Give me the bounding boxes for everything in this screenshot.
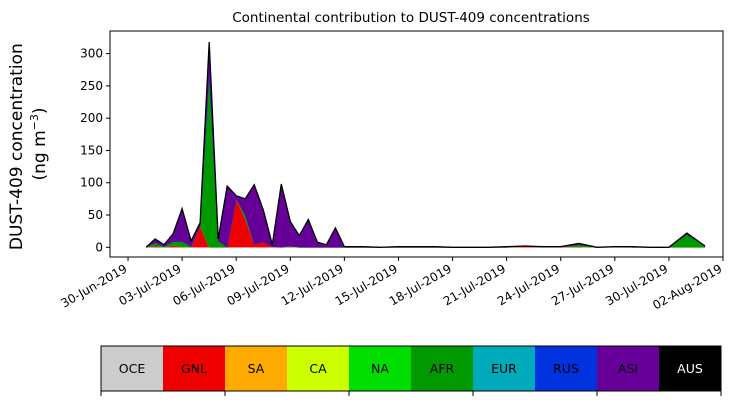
area-layers bbox=[145, 41, 706, 248]
legend-label-rus: RUS bbox=[553, 361, 579, 376]
legend-frame bbox=[100, 345, 722, 392]
y-tick-label: 250 bbox=[80, 79, 103, 93]
y-axis-label: DUST-409 concentration (ng m−3) bbox=[7, 38, 50, 250]
y-axis-label-line2: (ng m−3) bbox=[28, 107, 50, 180]
legend-colorbar: OCE GNL SA CA NA AFR EUR RUS ASI AUS bbox=[100, 345, 722, 396]
legend-label-ca: CA bbox=[309, 361, 327, 376]
legend-swatch-rus bbox=[535, 346, 597, 391]
y-axis: 0 50 100 150 200 250 300 bbox=[80, 47, 110, 254]
y-axis-label-close: ) bbox=[30, 107, 50, 114]
total-outline bbox=[145, 41, 706, 248]
y-axis-label-line1: DUST-409 concentration bbox=[7, 43, 27, 250]
legend-label-aus: AUS bbox=[677, 361, 703, 376]
area-asi bbox=[145, 41, 706, 248]
legend-swatch-asi bbox=[597, 346, 659, 391]
y-tick-label: 300 bbox=[80, 47, 103, 61]
legend-label-oce: OCE bbox=[119, 361, 146, 376]
legend-swatch-afr bbox=[411, 346, 473, 391]
y-tick-label: 100 bbox=[80, 176, 103, 190]
legend-swatch-gnl bbox=[163, 346, 225, 391]
legend-swatch-na bbox=[349, 346, 411, 391]
legend-swatch-sa bbox=[225, 346, 287, 391]
plot-frame bbox=[109, 30, 724, 258]
legend-label-na: NA bbox=[371, 361, 389, 376]
legend-swatch-aus bbox=[659, 346, 721, 391]
x-tick-label: 30-Jun-2019 bbox=[59, 261, 130, 310]
legend-label-gnl: GNL bbox=[181, 361, 207, 376]
y-tick-label: 0 bbox=[95, 240, 103, 254]
y-axis-label-exponent: −3 bbox=[28, 114, 41, 130]
legend-label-sa: SA bbox=[248, 361, 265, 376]
legend-swatch-ca bbox=[287, 346, 349, 391]
legend-label-afr: AFR bbox=[430, 361, 455, 376]
y-tick-label: 150 bbox=[80, 143, 103, 157]
x-axis: 30-Jun-201903-Jul-201906-Jul-201909-Jul-… bbox=[59, 257, 725, 312]
legend-label-eur: EUR bbox=[491, 361, 517, 376]
legend-swatch-eur bbox=[473, 346, 535, 391]
chart-title: Continental contribution to DUST-409 con… bbox=[232, 10, 590, 26]
legend-swatch-oce bbox=[101, 346, 163, 391]
y-tick-label: 50 bbox=[88, 208, 103, 222]
y-tick-label: 200 bbox=[80, 111, 103, 125]
y-axis-label-unit: (ng m bbox=[30, 130, 50, 180]
legend-label-asi: ASI bbox=[618, 361, 638, 376]
